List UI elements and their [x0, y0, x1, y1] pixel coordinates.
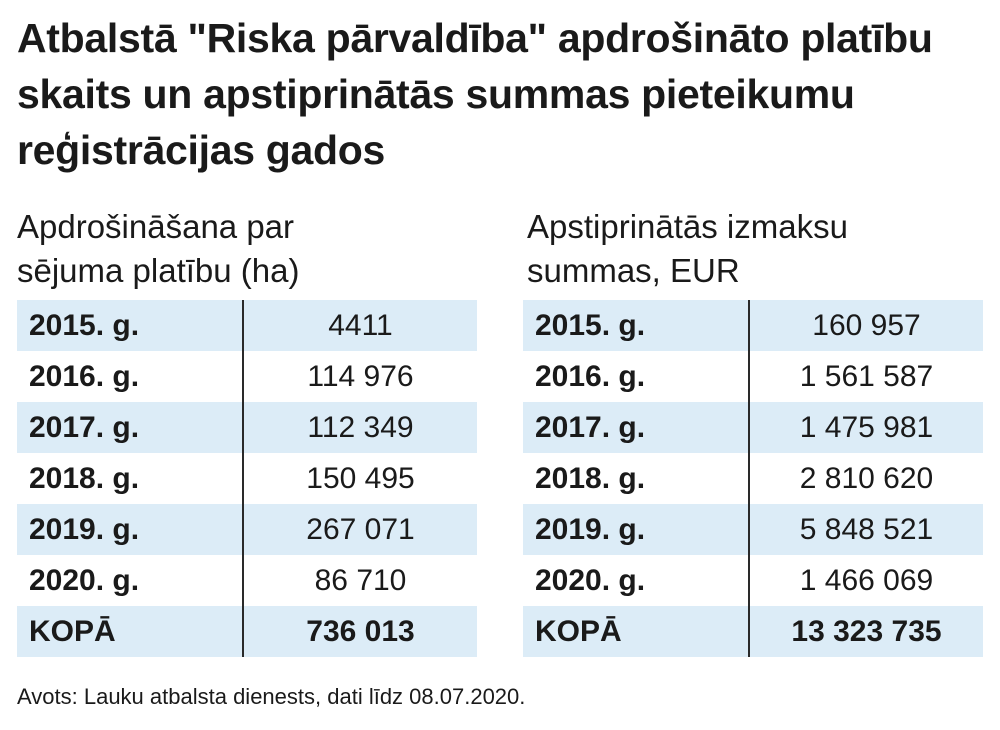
value-cell: 1 475 981	[749, 402, 983, 453]
year-cell: 2016. g.	[523, 351, 750, 402]
year-cell: 2016. g.	[17, 351, 244, 402]
value-cell: 4411	[243, 300, 477, 351]
area-table: 2015. g. 4411 2016. g. 114 976 2017. g. …	[17, 300, 477, 657]
value-cell: 150 495	[306, 462, 415, 495]
table-row: 2020. g. 86 710	[17, 555, 477, 606]
year-cell: 2019. g.	[17, 504, 244, 555]
payment-table-heading-line1: Apstiprinātās izmaksu	[527, 208, 848, 245]
payment-table-heading-line2: summas, EUR	[527, 252, 740, 289]
year-cell: 2018. g.	[523, 453, 750, 504]
year-cell: 2015. g.	[523, 300, 750, 351]
value-cell: 112 349	[243, 402, 477, 453]
area-table-heading: Apdrošināšana par sējuma platību (ha)	[17, 205, 497, 293]
table-row: 2017. g. 1 475 981	[523, 402, 983, 453]
total-label: KOPĀ	[17, 606, 244, 657]
year-cell: 2020. g.	[523, 555, 750, 606]
area-table-heading-line1: Apdrošināšana par	[17, 208, 295, 245]
value-cell: 267 071	[243, 504, 477, 555]
value-cell: 1 466 069	[799, 564, 934, 597]
value-cell: 5 848 521	[749, 504, 983, 555]
table-row: 2016. g. 114 976	[17, 351, 477, 402]
table-row: 2018. g. 150 495	[17, 453, 477, 504]
total-value: 13 323 735	[749, 606, 983, 657]
table-row: 2018. g. 2 810 620	[523, 453, 983, 504]
payment-table-heading: Apstiprinātās izmaksu summas, EUR	[527, 205, 987, 293]
total-row: KOPĀ 13 323 735	[523, 606, 983, 657]
table-row: 2020. g. 1 466 069	[523, 555, 983, 606]
year-cell: 2019. g.	[523, 504, 750, 555]
table-row: 2017. g. 112 349	[17, 402, 477, 453]
year-cell: 2020. g.	[17, 555, 244, 606]
year-cell: 2017. g.	[523, 402, 750, 453]
value-cell: 1 561 587	[799, 360, 934, 393]
value-cell: 114 976	[307, 360, 414, 393]
total-value: 736 013	[243, 606, 477, 657]
value-cell: 160 957	[749, 300, 983, 351]
total-label: KOPĀ	[523, 606, 750, 657]
year-cell: 2015. g.	[17, 300, 244, 351]
table-row: 2019. g. 5 848 521	[523, 504, 983, 555]
source-note: Avots: Lauku atbalsta dienests, dati līd…	[17, 684, 526, 709]
year-cell: 2017. g.	[17, 402, 244, 453]
table-row: 2015. g. 160 957	[523, 300, 983, 351]
table-row: 2016. g. 1 561 587	[523, 351, 983, 402]
table-row: 2019. g. 267 071	[17, 504, 477, 555]
value-cell: 86 710	[314, 564, 407, 597]
total-row: KOPĀ 736 013	[17, 606, 477, 657]
year-cell: 2018. g.	[17, 453, 244, 504]
chart-title: Atbalstā "Riska pārvaldība" apdrošināto …	[17, 15, 933, 173]
table-row: 2015. g. 4411	[17, 300, 477, 351]
area-table-heading-line2: sējuma platību (ha)	[17, 252, 300, 289]
value-cell: 2 810 620	[799, 462, 934, 495]
payment-table: 2015. g. 160 957 2016. g. 1 561 587 2017…	[523, 300, 983, 657]
